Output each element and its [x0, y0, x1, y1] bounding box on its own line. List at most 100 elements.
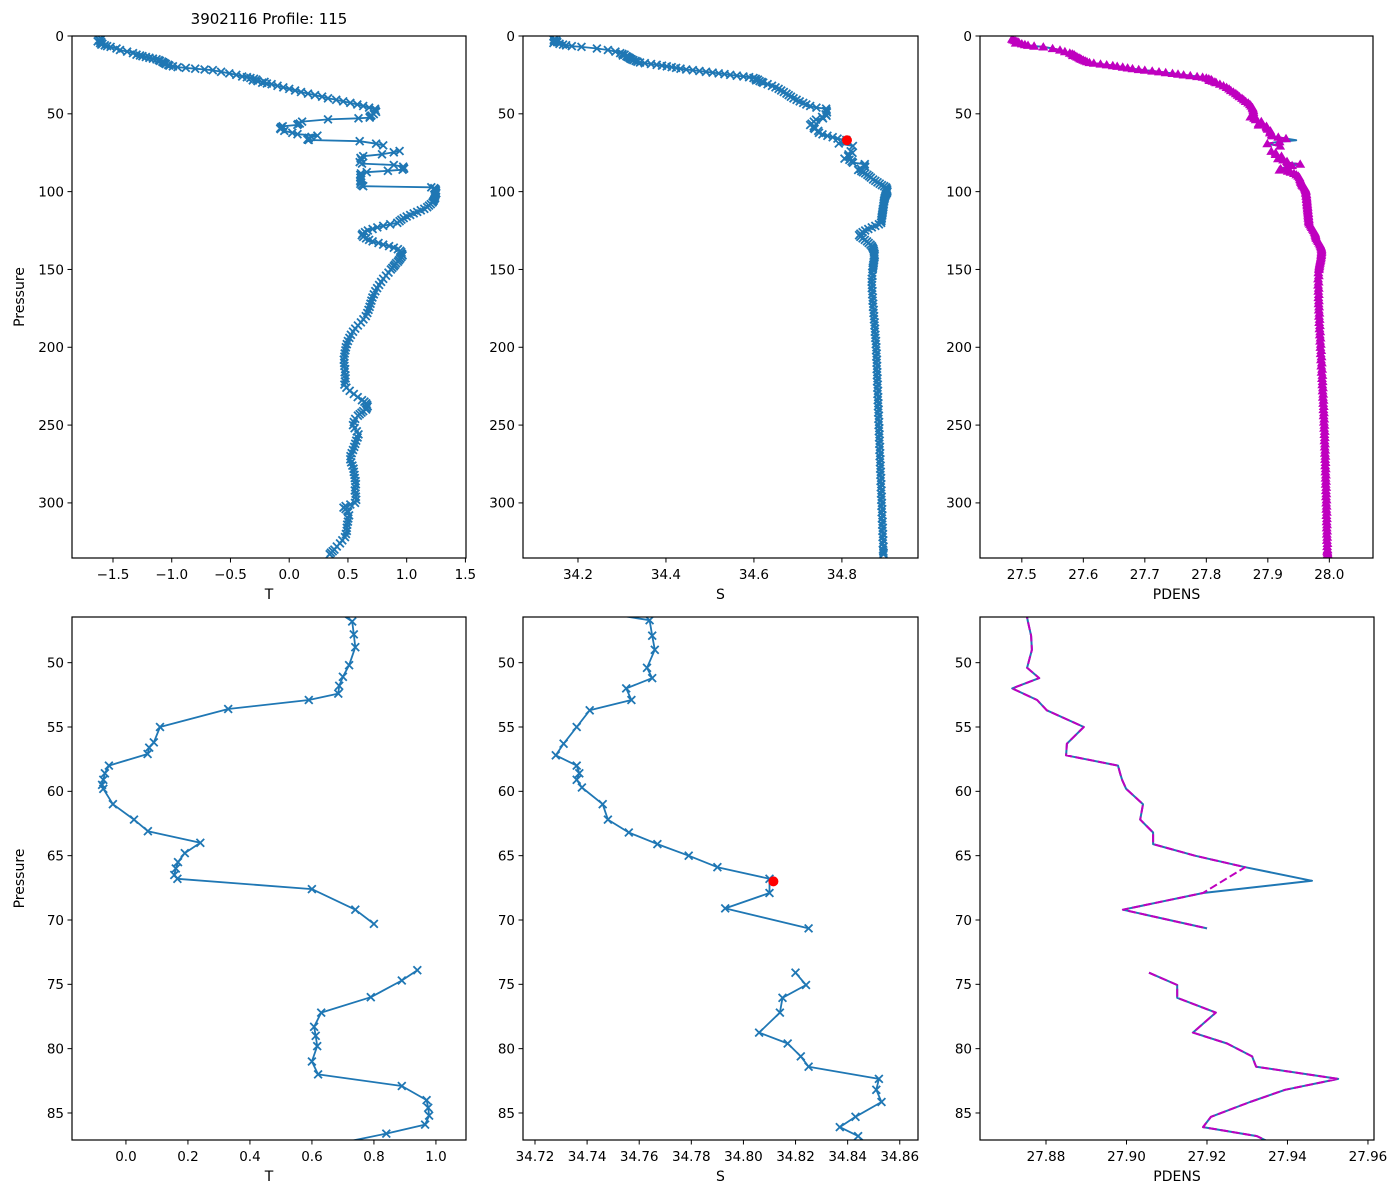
t-full-ylabel: Pressure — [12, 267, 28, 327]
t-zoom-xlabel: T — [264, 1169, 274, 1185]
axes-frame — [522, 35, 919, 559]
x-tick-label: 1.0 — [425, 1149, 446, 1165]
x-tick-label: 0.2 — [177, 1149, 198, 1165]
pdens-line — [1011, 38, 1329, 555]
y-tick-label: 0 — [963, 29, 972, 45]
x-tick-label: −1.5 — [97, 567, 130, 583]
panel-temperature-full: −1.5 −1.0 −0.5 0.0 0.5 1.0 1.5 0 50 100 150 200 250 3… — [12, 29, 476, 603]
y-tick-label: 50 — [498, 107, 515, 123]
x-tick-label: 0.0 — [115, 1149, 136, 1165]
x-tick-label: 27.96 — [1349, 1149, 1388, 1165]
x-tick-label: 27.6 — [1068, 567, 1098, 583]
pdens-full-xlabel: PDENS — [1153, 587, 1201, 603]
t-markers — [97, 617, 434, 1139]
x-tick-label: 34.74 — [568, 1149, 607, 1165]
y-tick-label: 200 — [38, 340, 64, 356]
y-tick-label: 70 — [955, 913, 972, 929]
x-tick-label: −0.5 — [214, 567, 247, 583]
panel-pdens-zoom: 27.88 27.90 27.92 27.94 27.96 50 55 60 65 70 75 80 8… — [955, 616, 1387, 1185]
y-tick-label: 300 — [946, 496, 972, 512]
y-tick-label: 300 — [38, 496, 64, 512]
y-tick-label: 65 — [47, 848, 64, 864]
y-tick-label: 80 — [47, 1041, 64, 1057]
axis-ticks: 27.88 27.90 27.92 27.94 27.96 50 55 60 65 70 75 80 8… — [955, 655, 1387, 1165]
axes-frame — [71, 35, 467, 559]
y-tick-label: 200 — [946, 340, 972, 356]
y-tick-label: 80 — [498, 1041, 515, 1057]
y-tick-label: 100 — [38, 184, 64, 200]
x-tick-label: 27.9 — [1253, 567, 1283, 583]
t-line — [101, 617, 430, 1140]
t-line — [96, 38, 438, 555]
t-zoom-ylabel: Pressure — [12, 849, 28, 909]
pdens-zoom-xlabel: PDENS — [1153, 1169, 1201, 1185]
y-tick-label: 300 — [489, 496, 515, 512]
y-tick-label: 85 — [498, 1106, 515, 1122]
axes-frame — [979, 616, 1375, 1141]
axis-ticks: 27.5 27.6 27.7 27.8 27.9 28.0 0 50 100 150 200 250 3… — [946, 29, 1344, 583]
axis-ticks: 0.0 0.2 0.4 0.6 0.8 1.0 50 55 60 65 70 75 80 85 — [47, 655, 447, 1165]
x-tick-label: 34.8 — [827, 567, 857, 583]
y-tick-label: 70 — [47, 913, 64, 929]
s-line — [554, 617, 883, 1140]
x-tick-label: 34.82 — [776, 1149, 815, 1165]
pdens-line — [1011, 617, 1340, 1140]
y-tick-label: 70 — [498, 913, 515, 929]
y-tick-label: 80 — [955, 1041, 972, 1057]
y-tick-label: 85 — [955, 1106, 972, 1122]
y-tick-label: 55 — [955, 720, 972, 736]
x-tick-label: 27.8 — [1191, 567, 1221, 583]
panel-salinity-zoom: 34.72 34.74 34.76 34.78 34.80 34.82 34.84 34.86… — [498, 616, 919, 1185]
x-tick-label: 1.0 — [396, 567, 417, 583]
x-tick-label: 27.90 — [1107, 1149, 1146, 1165]
x-tick-label: 1.5 — [455, 567, 476, 583]
x-tick-label: 34.86 — [880, 1149, 919, 1165]
y-tick-label: 60 — [498, 784, 515, 800]
y-tick-label: 65 — [955, 848, 972, 864]
x-tick-label: 27.92 — [1188, 1149, 1227, 1165]
y-tick-label: 65 — [498, 848, 515, 864]
y-tick-label: 50 — [955, 655, 972, 671]
t-markers — [93, 36, 441, 558]
y-tick-label: 150 — [946, 262, 972, 278]
s-line — [552, 38, 889, 555]
y-tick-label: 60 — [47, 784, 64, 800]
x-tick-label: 34.4 — [651, 567, 681, 583]
y-tick-label: 55 — [47, 720, 64, 736]
y-tick-label: 200 — [489, 340, 515, 356]
x-tick-label: 34.2 — [563, 567, 593, 583]
y-tick-label: 100 — [489, 184, 515, 200]
y-tick-label: 250 — [489, 418, 515, 434]
x-tick-label: 34.6 — [739, 567, 769, 583]
pdens-line — [1011, 617, 1340, 1140]
x-tick-label: 28.0 — [1314, 567, 1344, 583]
x-tick-label: 34.72 — [516, 1149, 555, 1165]
x-tick-label: 34.76 — [620, 1149, 659, 1165]
y-tick-label: 50 — [498, 655, 515, 671]
y-tick-label: 75 — [498, 977, 515, 993]
axis-ticks: 34.72 34.74 34.76 34.78 34.80 34.82 34.84 34.86… — [498, 655, 919, 1165]
y-tick-label: 250 — [38, 418, 64, 434]
y-tick-label: 85 — [47, 1106, 64, 1122]
x-tick-label: 34.80 — [724, 1149, 763, 1165]
x-tick-label: 0.0 — [278, 567, 299, 583]
y-tick-label: 100 — [946, 184, 972, 200]
salinity-spike-dot — [768, 876, 779, 887]
panel-temperature-zoom: 0.0 0.2 0.4 0.6 0.8 1.0 50 55 60 65 70 75 80 85 T Press… — [12, 616, 467, 1185]
x-tick-label: 27.88 — [1027, 1149, 1066, 1165]
y-tick-label: 250 — [946, 418, 972, 434]
pdens-line — [1011, 38, 1329, 555]
y-tick-label: 0 — [506, 29, 515, 45]
pdens-markers — [1007, 36, 1333, 558]
axes-frame — [979, 35, 1374, 559]
y-tick-label: 50 — [955, 107, 972, 123]
axis-ticks: 34.2 34.4 34.6 34.8 0 50 100 150 200 250 300 — [489, 29, 857, 583]
x-tick-label: 0.4 — [239, 1149, 260, 1165]
y-tick-label: 150 — [489, 262, 515, 278]
y-tick-label: 150 — [38, 262, 64, 278]
y-tick-label: 55 — [498, 720, 515, 736]
x-tick-label: 27.7 — [1130, 567, 1160, 583]
s-full-xlabel: S — [716, 587, 725, 603]
